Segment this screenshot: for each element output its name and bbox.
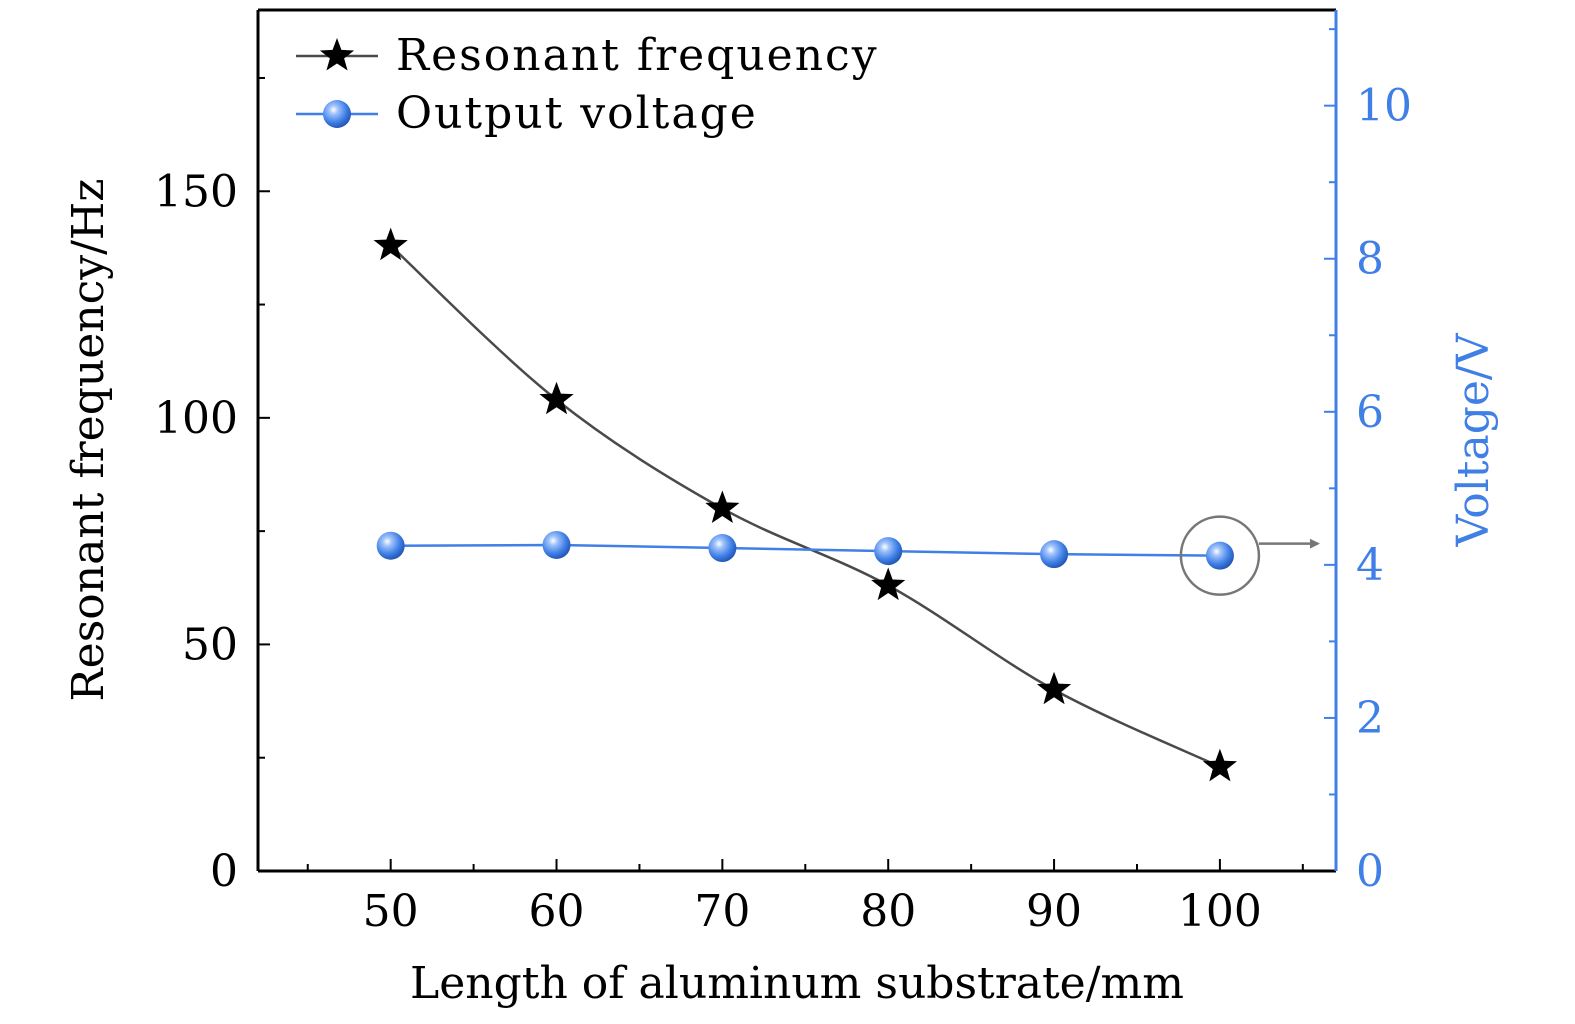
y-left-tick-label: 50	[182, 619, 238, 670]
data-point-sphere	[708, 534, 737, 563]
legend-star-icon	[319, 38, 355, 71]
data-point-sphere	[874, 537, 903, 566]
legend-sphere-icon	[323, 100, 351, 128]
y-right-tick-label: 10	[1356, 81, 1412, 132]
y-right-tick-label: 6	[1356, 387, 1384, 438]
data-point-star	[539, 381, 574, 415]
y-right-tick-label: 2	[1356, 693, 1384, 744]
legend-item-resonant-frequency: Resonant frequency	[296, 30, 879, 81]
data-point-sphere	[376, 531, 405, 560]
annotation-circle	[1179, 515, 1261, 596]
y-axis-left-title: Resonant frequency/Hz	[63, 179, 114, 702]
x-tick-label: 60	[529, 886, 585, 937]
x-tick-label: 100	[1178, 886, 1262, 937]
data-point-sphere	[1205, 541, 1234, 570]
data-point-star	[1202, 748, 1238, 782]
x-tick-label: 70	[694, 886, 750, 937]
data-point-sphere	[1040, 540, 1069, 569]
x-tick-label: 90	[1026, 886, 1082, 937]
x-tick-label: 80	[860, 886, 916, 937]
data-point-star	[373, 227, 408, 261]
data-point-sphere	[542, 530, 571, 559]
y-axis-right-title: Voltage/V	[1448, 332, 1499, 547]
ticks: 50 60 70 80 90 100 0 50 100 150 0 2 4 6 8 10	[154, 28, 1412, 937]
x-tick-label: 50	[363, 886, 419, 937]
annotation	[1179, 515, 1320, 596]
series-line-output-voltage	[390, 543, 1220, 557]
y-right-tick-label: 8	[1356, 234, 1384, 285]
data-point-star	[705, 490, 740, 524]
y-left-tick-label: 0	[210, 846, 238, 897]
series-lines	[389, 244, 1221, 768]
legend: Resonant frequency Output voltage	[296, 30, 879, 139]
y-right-tick-label: 0	[1356, 846, 1384, 897]
legend-item-output-voltage: Output voltage	[296, 88, 758, 139]
legend-label-output-voltage: Output voltage	[396, 88, 758, 139]
y-left-tick-label: 100	[154, 393, 238, 444]
data-point-star	[871, 567, 906, 601]
legend-label-resonant-frequency: Resonant frequency	[396, 30, 879, 81]
y-right-tick-label: 4	[1356, 540, 1384, 591]
x-axis-title: Length of aluminum substrate/mm	[410, 958, 1184, 1009]
y-left-tick-label: 150	[154, 166, 238, 217]
series-line-resonant-frequency	[389, 244, 1221, 768]
series-markers	[373, 227, 1238, 782]
data-point-star	[1036, 671, 1072, 705]
